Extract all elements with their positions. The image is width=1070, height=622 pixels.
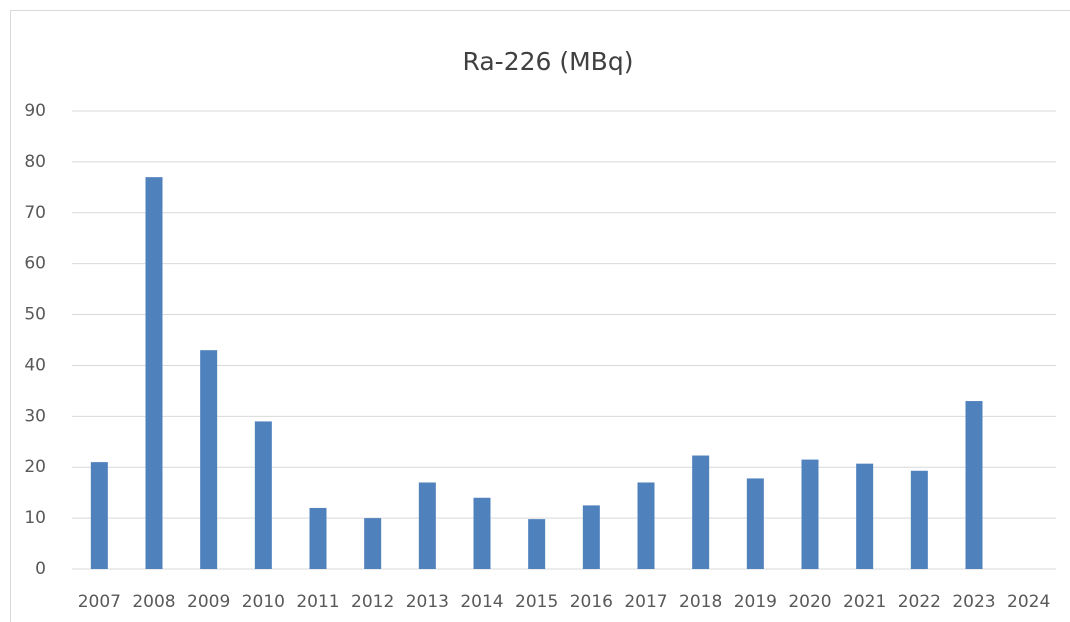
y-tick-label: 20 xyxy=(24,457,46,477)
bar xyxy=(637,482,655,569)
bar xyxy=(692,455,710,569)
x-tick-label: 2015 xyxy=(515,592,558,612)
bar xyxy=(364,518,382,569)
x-tick-label: 2024 xyxy=(1007,592,1050,612)
bar xyxy=(746,478,764,569)
bar xyxy=(200,350,218,569)
x-tick-label: 2014 xyxy=(460,592,503,612)
y-tick-label: 40 xyxy=(24,355,46,375)
y-tick-label: 60 xyxy=(24,254,46,274)
x-tick-label: 2009 xyxy=(187,592,230,612)
x-tick-label: 2008 xyxy=(132,592,175,612)
x-tick-label: 2016 xyxy=(570,592,613,612)
bar xyxy=(90,462,108,569)
bar xyxy=(145,177,163,569)
x-tick-label: 2022 xyxy=(898,592,941,612)
y-tick-label: 10 xyxy=(24,508,46,528)
x-tick-label: 2020 xyxy=(788,592,831,612)
x-tick-label: 2019 xyxy=(734,592,777,612)
x-tick-label: 2010 xyxy=(242,592,285,612)
bar xyxy=(473,497,491,569)
bar xyxy=(582,505,600,569)
y-tick-label: 70 xyxy=(24,203,46,223)
y-tick-label: 90 xyxy=(24,101,46,121)
y-tick-label: 80 xyxy=(24,152,46,172)
bar xyxy=(965,401,983,569)
chart-title: Ra-226 (MBq) xyxy=(463,47,634,76)
x-tick-label: 2017 xyxy=(624,592,667,612)
bar xyxy=(309,507,327,569)
x-tick-label: 2013 xyxy=(406,592,449,612)
bar xyxy=(254,421,272,569)
x-tick-label: 2018 xyxy=(679,592,722,612)
y-tick-label: 30 xyxy=(24,406,46,426)
x-tick-label: 2023 xyxy=(952,592,995,612)
bar xyxy=(910,470,928,569)
bar xyxy=(528,519,546,569)
bar xyxy=(418,482,436,569)
x-tick-label: 2021 xyxy=(843,592,886,612)
bar xyxy=(801,459,819,569)
x-tick-label: 2011 xyxy=(296,592,339,612)
y-tick-label: 50 xyxy=(24,305,46,325)
y-tick-label: 0 xyxy=(35,559,46,579)
x-tick-label: 2007 xyxy=(78,592,121,612)
bar xyxy=(856,463,874,569)
x-tick-label: 2012 xyxy=(351,592,394,612)
